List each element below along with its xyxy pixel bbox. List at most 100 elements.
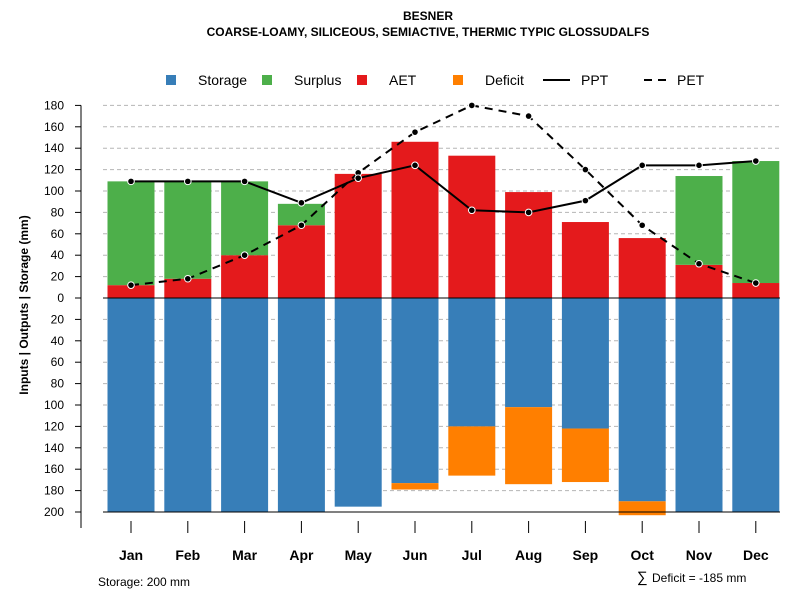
legend: Storage Surplus AET Deficit PPT PET bbox=[166, 72, 705, 88]
y-tick-label: 80 bbox=[51, 205, 65, 219]
bar-surplus-apr bbox=[277, 203, 325, 226]
legend-item-storage: Storage bbox=[166, 72, 247, 88]
x-tick-label-sep: Sep bbox=[573, 547, 599, 563]
pet-point-dec bbox=[752, 279, 760, 287]
pet-point-jul bbox=[468, 101, 476, 110]
y-tick-label: 180 bbox=[44, 98, 64, 112]
bar-aet-jul bbox=[448, 155, 496, 298]
ppt-point-feb bbox=[184, 177, 192, 186]
footer-deficit: Deficit = -185 mm bbox=[652, 571, 746, 585]
pet-point-jun bbox=[411, 128, 419, 136]
ppt-point-mar bbox=[240, 177, 249, 186]
y-tick-label: 120 bbox=[44, 419, 64, 433]
bar-aet-dec bbox=[732, 283, 780, 298]
x-tick-label-may: May bbox=[345, 547, 372, 563]
bar-storage-dec bbox=[732, 298, 780, 512]
pet-line bbox=[130, 104, 757, 287]
bar-storage-oct bbox=[618, 298, 666, 502]
legend-swatch-surplus bbox=[262, 75, 272, 85]
legend-swatch-deficit bbox=[453, 75, 463, 85]
ppt-point-oct bbox=[638, 161, 647, 170]
bar-storage-feb bbox=[164, 298, 212, 512]
bar-surplus-feb bbox=[164, 181, 212, 279]
bar-storage-mar bbox=[221, 298, 269, 512]
y-tick-label: 140 bbox=[44, 141, 64, 155]
bar-storage-jun bbox=[391, 298, 439, 484]
bar-aet-aug bbox=[505, 192, 553, 298]
y-tick-label: 160 bbox=[44, 462, 64, 476]
bar-surplus-nov bbox=[675, 176, 723, 265]
bar-deficit-jul bbox=[448, 426, 496, 476]
legend-label-deficit: Deficit bbox=[485, 72, 524, 88]
legend-label-ppt: PPT bbox=[581, 72, 609, 88]
bar-deficit-sep bbox=[561, 428, 609, 483]
legend-label-storage: Storage bbox=[198, 72, 247, 88]
ppt-point-jun bbox=[411, 161, 419, 170]
pet-point-feb bbox=[184, 274, 192, 283]
legend-item-pet: PET bbox=[644, 72, 705, 88]
y-tick-label: 200 bbox=[44, 505, 64, 519]
y-tick-label: 40 bbox=[51, 334, 65, 348]
pet-point-nov bbox=[695, 259, 703, 268]
y-tick-label: 80 bbox=[51, 377, 65, 391]
bar-aet-jan bbox=[107, 285, 155, 298]
pet-point-apr bbox=[297, 221, 306, 230]
bar-storage-aug bbox=[505, 298, 553, 408]
ppt-point-dec bbox=[752, 157, 760, 165]
bar-storage-may bbox=[334, 298, 382, 507]
x-tick-label-jul: Jul bbox=[462, 547, 482, 563]
bar-surplus-jan bbox=[107, 181, 155, 286]
y-tick-label: 120 bbox=[44, 163, 64, 177]
bar-aet-nov bbox=[675, 264, 723, 298]
legend-label-pet: PET bbox=[677, 72, 705, 88]
x-tick-label-jun: Jun bbox=[403, 547, 428, 563]
y-tick-label: 0 bbox=[57, 291, 64, 305]
x-tick-label-mar: Mar bbox=[232, 547, 257, 563]
y-tick-label: 20 bbox=[51, 270, 65, 284]
x-tick-label-oct: Oct bbox=[631, 547, 655, 563]
gridlines bbox=[103, 104, 780, 492]
bar-aet-may bbox=[334, 173, 382, 298]
footer-storage: Storage: 200 mm bbox=[98, 575, 190, 589]
bar-deficit-jun bbox=[391, 483, 439, 490]
y-axis-label: Inputs | Outputs | Storage (mm) bbox=[17, 215, 31, 394]
bar-surplus-dec bbox=[732, 161, 780, 284]
lines bbox=[127, 101, 760, 289]
ppt-point-apr bbox=[297, 198, 306, 207]
legend-item-surplus: Surplus bbox=[262, 72, 341, 88]
bar-aet-feb bbox=[164, 278, 212, 298]
y-tick-label: 100 bbox=[44, 398, 64, 412]
axes: 180 160 140 120 100 80 60 40 200 20 40 60 80 100 120 14… bbox=[44, 98, 780, 563]
bar-deficit-aug bbox=[505, 407, 553, 485]
pet-point-mar bbox=[240, 251, 249, 259]
bar-storage-jul bbox=[448, 298, 496, 427]
ppt-point-may bbox=[354, 174, 363, 182]
y-tick-label: 40 bbox=[51, 248, 65, 262]
legend-swatch-storage bbox=[166, 75, 176, 85]
y-tick-label: 60 bbox=[51, 355, 65, 369]
y-tick-label: 160 bbox=[44, 120, 64, 134]
ppt-point-aug bbox=[524, 208, 533, 217]
bar-storage-apr bbox=[277, 298, 325, 512]
footer-deficit-sum-symbol: ∑ bbox=[637, 569, 648, 586]
ppt-point-jan bbox=[127, 177, 135, 186]
x-tick-label-nov: Nov bbox=[686, 547, 713, 563]
ppt-point-jul bbox=[468, 206, 476, 215]
y-tick-label: 180 bbox=[44, 484, 64, 498]
legend-label-aet: AET bbox=[389, 72, 417, 88]
x-tick-label-feb: Feb bbox=[175, 547, 200, 563]
bar-storage-jan bbox=[107, 298, 155, 512]
y-tick-label: 140 bbox=[44, 441, 64, 455]
bars bbox=[107, 141, 780, 516]
y-tick-label: 100 bbox=[44, 184, 64, 198]
y-tick-label: 60 bbox=[51, 227, 65, 241]
bar-storage-sep bbox=[561, 298, 609, 429]
x-tick-label-dec: Dec bbox=[743, 547, 769, 563]
pet-point-sep bbox=[581, 165, 590, 174]
chart-subtitle: COARSE-LOAMY, SILICEOUS, SEMIACTIVE, THE… bbox=[207, 25, 650, 39]
pet-point-aug bbox=[524, 112, 533, 120]
bar-aet-oct bbox=[618, 238, 666, 298]
ppt-point-nov bbox=[695, 161, 703, 170]
bar-storage-nov bbox=[675, 298, 723, 512]
